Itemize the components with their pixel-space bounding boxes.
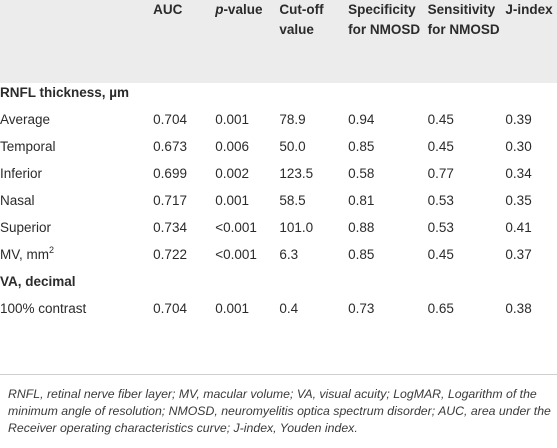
cell-specificity: 0.88 [348,220,375,235]
table-header-row: AUC p-value Cut-off value Specificity fo… [0,0,557,83]
section-label-va: VA, decimal [0,274,76,289]
row-label: Average [0,112,51,127]
table-bottom-rule [0,374,557,375]
row-label-va: 100% contrast [0,301,87,316]
cell-auc: 0.673 [153,139,187,154]
cell-cutoff: 58.5 [279,193,306,208]
cell-auc: 0.722 [153,247,187,262]
header-p-italic: p [215,2,224,17]
cell-cutoff: 101.0 [279,220,314,235]
cell-auc: 0.734 [153,220,187,235]
cell-specificity: 0.85 [348,139,375,154]
header-blank [0,0,153,83]
cell-p: 0.006 [215,139,249,154]
table-row-va: 100% contrast 0.704 0.001 0.4 0.73 0.65 … [0,299,557,326]
header-sensitivity: Sensitivity for NMOSD [427,2,500,37]
cell-jindex: 0.41 [505,220,532,235]
cell-jindex: 0.38 [505,301,532,316]
table-row: Nasal 0.717 0.001 58.5 0.81 0.53 0.35 [0,191,557,218]
cell-specificity: 0.73 [348,301,375,316]
table-row-mv: MV, mm2 0.722 <0.001 6.3 0.85 0.45 0.37 [0,245,557,272]
cell-jindex: 0.39 [505,112,532,127]
header-p-rest: -value [223,2,263,17]
table-footnote: RNFL, retinal nerve fiber layer; MV, mac… [8,387,551,435]
table-row: Superior 0.734 <0.001 101.0 0.88 0.53 0.… [0,218,557,245]
cell-jindex: 0.37 [505,247,532,262]
cell-p: 0.001 [215,112,249,127]
cell-cutoff: 0.4 [279,301,299,316]
cell-sensitivity: 0.53 [427,220,454,235]
cell-jindex: 0.34 [505,166,532,181]
cell-specificity: 0.81 [348,193,375,208]
cell-specificity: 0.58 [348,166,375,181]
cell-cutoff: 123.5 [279,166,314,181]
row-label-mv: MV, mm2 [0,245,153,272]
cell-sensitivity: 0.53 [427,193,454,208]
cell-sensitivity: 0.77 [427,166,454,181]
section-label-rnfl: RNFL thickness, µm [0,85,130,100]
cell-auc: 0.704 [153,112,187,127]
results-table: AUC p-value Cut-off value Specificity fo… [0,0,557,326]
header-cutoff: Cut-off value [279,2,324,37]
cell-p: 0.002 [215,166,249,181]
cell-sensitivity: 0.65 [427,301,454,316]
row-label: Inferior [0,166,43,181]
cell-auc: 0.699 [153,166,187,181]
cell-specificity: 0.94 [348,112,375,127]
cell-sensitivity: 0.45 [427,139,454,154]
table-row: Average 0.704 0.001 78.9 0.94 0.45 0.39 [0,110,557,137]
section-row-va: VA, decimal [0,272,557,299]
cell-cutoff: 6.3 [279,247,299,262]
mv-label-superscript: 2 [49,244,55,255]
cell-jindex: 0.30 [505,139,532,154]
table-row: Temporal 0.673 0.006 50.0 0.85 0.45 0.30 [0,137,557,164]
row-label: Temporal [0,139,56,154]
cell-jindex: 0.35 [505,193,532,208]
header-p-value: p-value [215,0,279,83]
cell-specificity: 0.85 [348,247,375,262]
header-auc: AUC [153,2,183,17]
section-row-rnfl: RNFL thickness, µm [0,83,557,110]
cell-cutoff: 78.9 [279,112,306,127]
cell-cutoff: 50.0 [279,139,306,154]
cell-p: <0.001 [215,247,257,262]
row-label: Superior [0,220,52,235]
cell-auc: 0.704 [153,301,187,316]
mv-label-text: MV, mm [0,247,50,262]
cell-p: <0.001 [215,220,257,235]
cell-auc: 0.717 [153,193,187,208]
cell-sensitivity: 0.45 [427,247,454,262]
table-row: Inferior 0.699 0.002 123.5 0.58 0.77 0.3… [0,164,557,191]
header-jindex: J-index [505,2,553,17]
row-label: Nasal [0,193,35,208]
cell-p: 0.001 [215,193,249,208]
cell-p: 0.001 [215,301,249,316]
cell-sensitivity: 0.45 [427,112,454,127]
header-specificity: Specificity for NMOSD [348,2,421,37]
